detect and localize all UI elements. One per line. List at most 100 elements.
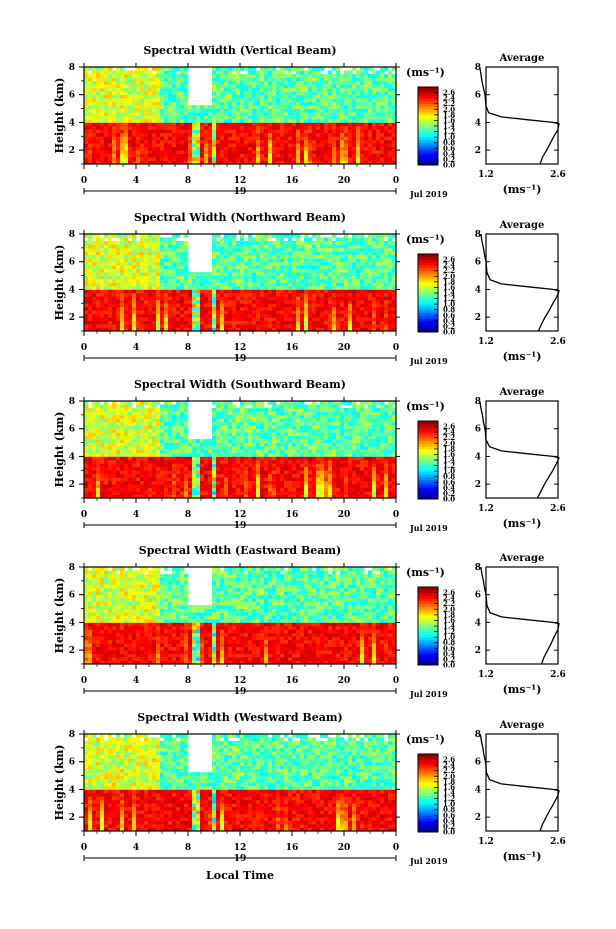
heatmap-cell xyxy=(88,491,93,495)
heatmap-cell xyxy=(352,244,357,249)
heatmap-cell xyxy=(92,401,97,405)
heatmap-cell xyxy=(160,258,165,263)
heatmap-cell xyxy=(116,442,121,447)
heatmap-cell xyxy=(248,244,253,249)
heatmap-cell xyxy=(84,118,89,123)
heatmap-cell xyxy=(292,247,297,252)
heatmap-cell xyxy=(320,292,325,297)
heatmap-cell xyxy=(248,317,253,321)
heatmap-cell xyxy=(376,310,381,315)
heatmap-cell xyxy=(144,428,149,433)
heatmap-cell xyxy=(324,77,329,82)
heatmap-cell xyxy=(96,122,101,127)
heatmap-cell xyxy=(148,421,153,426)
heatmap-cell xyxy=(180,70,185,75)
heatmap-cell xyxy=(372,310,377,315)
heatmap-cell xyxy=(124,452,129,457)
heatmap-cell xyxy=(224,254,229,259)
y-tick-label: 6 xyxy=(69,91,75,101)
heatmap-cell xyxy=(172,112,177,116)
heatmap-cell xyxy=(92,299,97,304)
heatmap-cell xyxy=(360,265,365,270)
heatmap-cell xyxy=(128,115,133,120)
heatmap-cell xyxy=(268,143,273,148)
heatmap-cell xyxy=(248,112,253,116)
heatmap-cell xyxy=(124,487,129,492)
heatmap-cell xyxy=(336,73,341,78)
heatmap-cell xyxy=(232,77,237,82)
heatmap-cell xyxy=(136,456,141,461)
heatmap-cell xyxy=(116,94,121,99)
heatmap-cell xyxy=(92,459,97,464)
heatmap-cell xyxy=(312,94,317,99)
heatmap-cell xyxy=(316,279,321,283)
heatmap-cell xyxy=(244,67,249,71)
heatmap-cell xyxy=(292,136,297,141)
heatmap-cell xyxy=(136,303,141,308)
heatmap-cell xyxy=(392,234,397,238)
heatmap-cell xyxy=(360,98,365,103)
heatmap-cell xyxy=(140,275,145,280)
heatmap-cell xyxy=(268,77,273,82)
heatmap-cell xyxy=(128,470,133,475)
heatmap-cell xyxy=(140,407,145,412)
heatmap-cell xyxy=(296,108,301,113)
heatmap-cell xyxy=(268,91,273,96)
heatmap-cell xyxy=(364,98,369,103)
heatmap-cell xyxy=(264,73,269,78)
heatmap-cell xyxy=(368,73,373,78)
heatmap-cell xyxy=(308,160,313,165)
heatmap-cell xyxy=(276,73,281,78)
heatmap-cell xyxy=(312,320,317,325)
heatmap-cell xyxy=(344,310,349,315)
heatmap-cell xyxy=(264,122,269,127)
heatmap-cell xyxy=(264,115,269,120)
heatmap-cell xyxy=(344,254,349,259)
heatmap-cell xyxy=(384,268,389,273)
heatmap-cell xyxy=(260,101,265,106)
heatmap-cell xyxy=(156,265,161,270)
heatmap-cell xyxy=(148,279,153,283)
heatmap-cell xyxy=(108,428,113,433)
heatmap-cell xyxy=(252,289,257,294)
colorbar-step xyxy=(418,142,438,146)
heatmap-cell xyxy=(112,292,117,297)
heatmap-cell xyxy=(120,132,125,137)
heatmap-cell xyxy=(152,421,157,426)
heatmap-cell xyxy=(240,268,245,273)
colorbar-step xyxy=(418,89,438,93)
heatmap-cell xyxy=(192,272,197,276)
heatmap-cell xyxy=(136,473,141,478)
heatmap-cell xyxy=(308,317,313,321)
heatmap-cell xyxy=(328,73,333,78)
heatmap-cell xyxy=(328,268,333,273)
heatmap-cell xyxy=(184,94,189,99)
heatmap-cell xyxy=(100,456,105,461)
heatmap-cell xyxy=(252,70,257,75)
heatmap-cell xyxy=(152,67,157,71)
heatmap-cell xyxy=(268,313,273,318)
heatmap-cell xyxy=(100,446,105,450)
heatmap-cell xyxy=(156,421,161,426)
heatmap-cell xyxy=(292,105,297,109)
heatmap-cell xyxy=(132,70,137,75)
heatmap-cell xyxy=(180,157,185,161)
heatmap-cell xyxy=(292,289,297,294)
heatmap-cell xyxy=(156,494,161,499)
heatmap-cell xyxy=(140,258,145,263)
heatmap-cell xyxy=(372,91,377,96)
heatmap-cell xyxy=(96,494,101,499)
heatmap-cell xyxy=(124,125,129,130)
heatmap-cell xyxy=(176,317,181,321)
heatmap-cell xyxy=(152,463,157,468)
heatmap-cell xyxy=(152,414,157,419)
heatmap-cell xyxy=(268,303,273,308)
heatmap-cell xyxy=(284,247,289,252)
heatmap-cell xyxy=(136,261,141,266)
heatmap-cell xyxy=(128,421,133,426)
heatmap-cell xyxy=(276,108,281,113)
heatmap-cell xyxy=(104,473,109,478)
heatmap-cell xyxy=(96,275,101,280)
heatmap-cell xyxy=(188,105,193,109)
heatmap-cell xyxy=(176,108,181,113)
